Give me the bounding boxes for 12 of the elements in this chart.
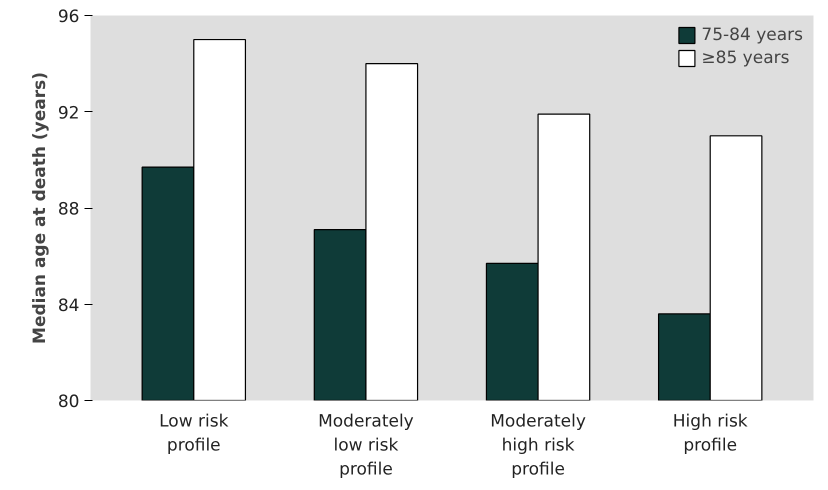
y-tick-label: 84 [58,296,80,316]
y-tick-label: 96 [58,7,80,27]
y-tick-label: 88 [58,200,80,220]
y-tick-label: 92 [58,103,80,124]
y-tick-label: 80 [58,392,80,412]
x-tick-label: Moderately low risk profile [318,412,414,480]
x-tick-label: High risk profile [672,412,748,456]
x-tick-label: Low risk profile [159,412,229,456]
y-axis-title: Median age at death (years) [30,72,50,344]
legend-label: 75-84 years [701,25,803,45]
legend-label: ≥85 years [701,48,790,68]
x-tick-label: Moderately high risk profile [490,412,586,480]
